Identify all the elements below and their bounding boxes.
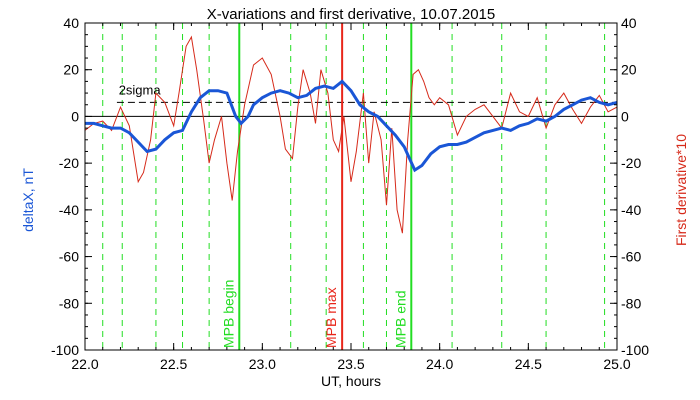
chart-title: X-variations and first derivative, 10.07… — [207, 6, 496, 23]
y-tick-label-left: -60 — [59, 249, 79, 265]
y-tick-label-left: 0 — [71, 108, 79, 124]
y-tick-label-right: -80 — [621, 295, 641, 311]
x-tick-label: 23.5 — [337, 356, 364, 372]
y-tick-label-right: -100 — [621, 342, 649, 358]
x-axis-label: UT, hours — [321, 373, 381, 389]
mpb-max-label: MPB max — [323, 287, 339, 348]
y-tick-label-left: -80 — [59, 295, 79, 311]
plot-frame — [84, 22, 618, 351]
y-tick-label-right: -40 — [621, 202, 641, 218]
y-tick-label-left: -40 — [59, 202, 79, 218]
y-tick-label-left: -20 — [59, 155, 79, 171]
y-tick-label-left: 40 — [63, 15, 79, 31]
y-axis-label-left: deltaX, nT — [20, 168, 36, 232]
x-tick-label: 22.0 — [71, 356, 98, 372]
mpb-end-label: MPB end — [392, 290, 408, 348]
x-tick-label: 24.5 — [515, 356, 542, 372]
mpb-marker-labels: MPB begin MPB max MPB end — [220, 280, 408, 348]
y-axis-label-right: First derivative*10 — [673, 134, 689, 246]
x-tick-label: 23.0 — [249, 356, 276, 372]
y-tick-label-right: -20 — [621, 155, 641, 171]
sigma-label: 2sigma — [119, 82, 162, 97]
derivative-line — [84, 35, 618, 234]
deltax-line — [85, 79, 618, 173]
y-tick-labels-left: -100 -80 -60 -40 -20 0 20 40 — [51, 15, 79, 358]
mpb-marker-lines — [238, 23, 413, 350]
y-tick-label-right: 0 — [621, 108, 629, 124]
x-tick-label: 24.0 — [426, 356, 453, 372]
y-tick-labels-right: -100 -80 -60 -40 -20 0 20 40 — [621, 15, 649, 358]
y-tick-label-left: -100 — [51, 342, 79, 358]
mpb-begin-label: MPB begin — [220, 280, 236, 348]
y-tick-label-right: -60 — [621, 249, 641, 265]
y-tick-label-left: 20 — [63, 62, 79, 78]
y-tick-label-right: 20 — [621, 62, 637, 78]
x-tick-labels: 22.0 22.5 23.0 23.5 24.0 24.5 25.0 — [71, 356, 630, 372]
y-tick-label-right: 40 — [621, 15, 637, 31]
axis-ticks — [84, 22, 618, 351]
x-tick-label: 25.0 — [603, 356, 630, 372]
dashed-marker-lines — [102, 23, 606, 350]
x-tick-label: 22.5 — [160, 356, 187, 372]
